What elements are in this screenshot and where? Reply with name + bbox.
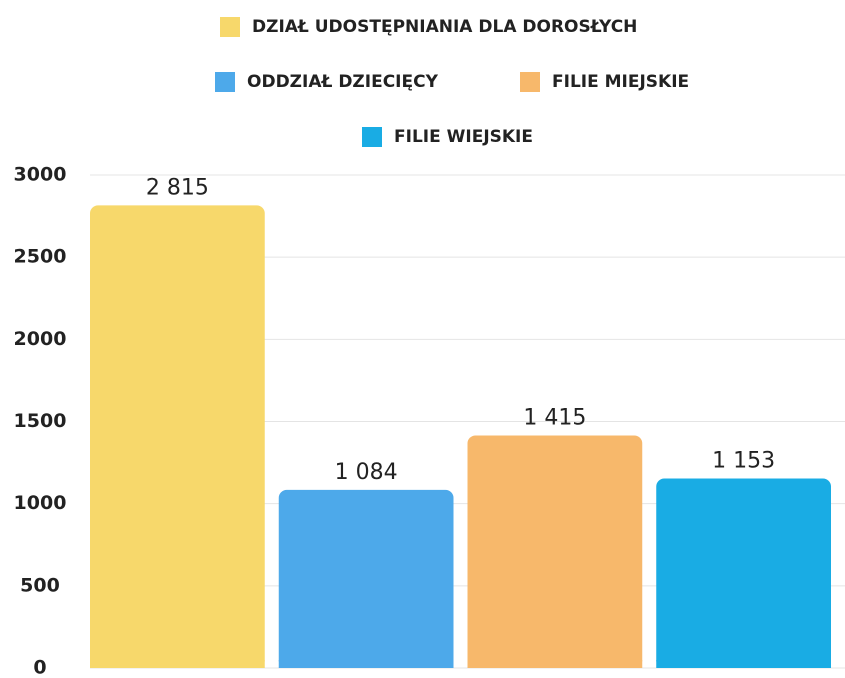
bar-base [278, 660, 454, 668]
legend-label: ODDZIAŁ DZIECIĘCY [247, 72, 439, 92]
value-label: 1 084 [335, 460, 398, 485]
legend-label: FILIE MIEJSKIE [552, 72, 689, 92]
value-label: 1 153 [712, 449, 775, 474]
y-tick-label: 500 [20, 574, 60, 596]
value-label: 2 815 [146, 175, 209, 200]
y-tick-label: 0 [33, 657, 46, 678]
y-tick-label: 3000 [14, 164, 67, 186]
legend-swatch [220, 17, 240, 37]
bar-base [467, 660, 643, 668]
legend-swatch [362, 127, 382, 147]
bar [467, 435, 643, 668]
y-tick-label: 2500 [14, 246, 67, 268]
bar [656, 478, 831, 668]
y-tick-label: 1000 [14, 492, 67, 514]
bar-base [90, 660, 265, 668]
value-label: 1 415 [523, 405, 586, 430]
bar [90, 205, 265, 668]
legend-label: FILIE WIEJSKIE [394, 127, 533, 147]
bar-base [656, 660, 831, 668]
legend-swatch [215, 72, 235, 92]
y-tick-label: 1500 [14, 410, 67, 432]
bar [278, 489, 454, 668]
legend-label: DZIAŁ UDOSTĘPNIANIA DLA DOROSŁYCH [252, 17, 637, 37]
y-tick-label: 2000 [14, 328, 67, 350]
legend-swatch [520, 72, 540, 92]
